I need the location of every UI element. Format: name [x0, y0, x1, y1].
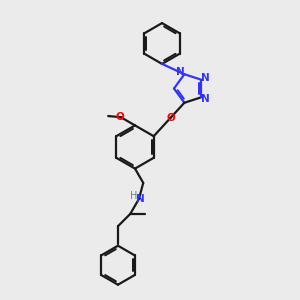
Text: N: N: [201, 94, 210, 104]
Text: H: H: [130, 191, 137, 201]
Text: N: N: [201, 73, 209, 83]
Text: O: O: [116, 112, 124, 122]
Text: N: N: [176, 67, 184, 77]
Text: O: O: [166, 113, 175, 123]
Text: N: N: [136, 194, 145, 204]
